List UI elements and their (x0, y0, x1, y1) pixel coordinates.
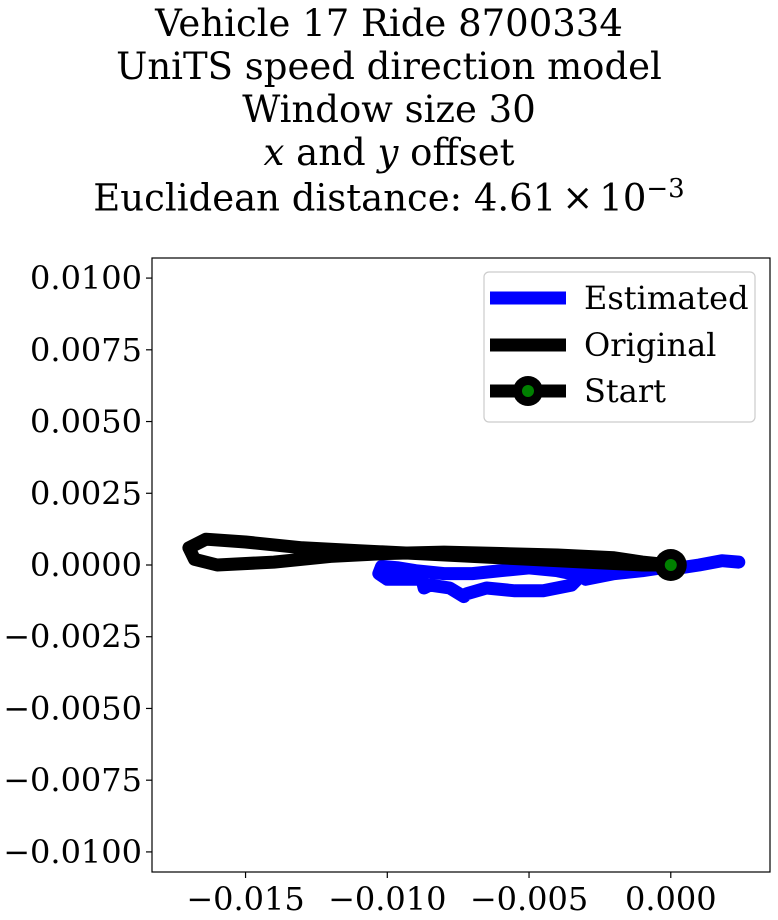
title-distance-base: 10 (599, 176, 647, 220)
plot-frame (151, 257, 771, 873)
y-tick-label: −0.0025 (3, 618, 142, 656)
x-tick-label: −0.015 (186, 880, 304, 918)
title-offset-text: offset (398, 131, 515, 174)
title-x-symbol: x (263, 131, 285, 174)
x-tick-label: −0.010 (328, 880, 446, 918)
y-tick-label: −0.0050 (3, 689, 142, 727)
y-tick-label: 0.0050 (30, 403, 142, 441)
plot-series-layer (182, 532, 746, 604)
legend-estimated-label: Estimated (584, 279, 749, 317)
start-marker-center (664, 559, 677, 571)
series-line-estimated (372, 554, 746, 604)
legend-start-label: Start (584, 372, 666, 410)
chart-title-line-3: Window size 30 (242, 88, 536, 131)
x-axis-ticks: −0.015 −0.010 −0.005 0.000 (186, 872, 717, 918)
y-tick-label: −0.0100 (3, 833, 142, 871)
chart-title-line-2: UniTS speed direction model (116, 45, 662, 88)
title-y-symbol: y (377, 131, 399, 174)
y-tick-label: 0.0100 (30, 259, 142, 297)
y-axis-ticks: 0.0100 0.0075 0.0050 0.0025 0.0000 −0.0025 −0.… (3, 259, 152, 871)
title-distance-exponent: −3 (646, 174, 685, 204)
x-tick-label: −0.005 (470, 880, 588, 918)
title-distance-mantissa: 4.61 (473, 176, 557, 220)
y-tick-label: −0.0075 (3, 761, 142, 799)
legend-start-marker-center (522, 385, 534, 397)
title-and-text: and (284, 131, 378, 174)
x-tick-label: 0.000 (625, 880, 717, 918)
title-distance-prefix: Euclidean distance: (93, 176, 474, 220)
chart-title-line-4: x and y offset (0, 131, 778, 174)
y-tick-label: 0.0000 (30, 546, 142, 584)
legend: Estimated Original Start (483, 271, 756, 423)
series-line-original (182, 532, 678, 572)
chart-title-line-5: Euclidean distance: 4.61 × 10−3 (0, 174, 778, 219)
legend-original-label: Original (584, 326, 716, 364)
y-tick-label: 0.0075 (30, 331, 142, 369)
y-tick-label: 0.0025 (30, 474, 142, 512)
chart-title-line-1: Vehicle 17 Ride 8700334 (155, 2, 623, 45)
title-distance-times: × (562, 176, 594, 220)
